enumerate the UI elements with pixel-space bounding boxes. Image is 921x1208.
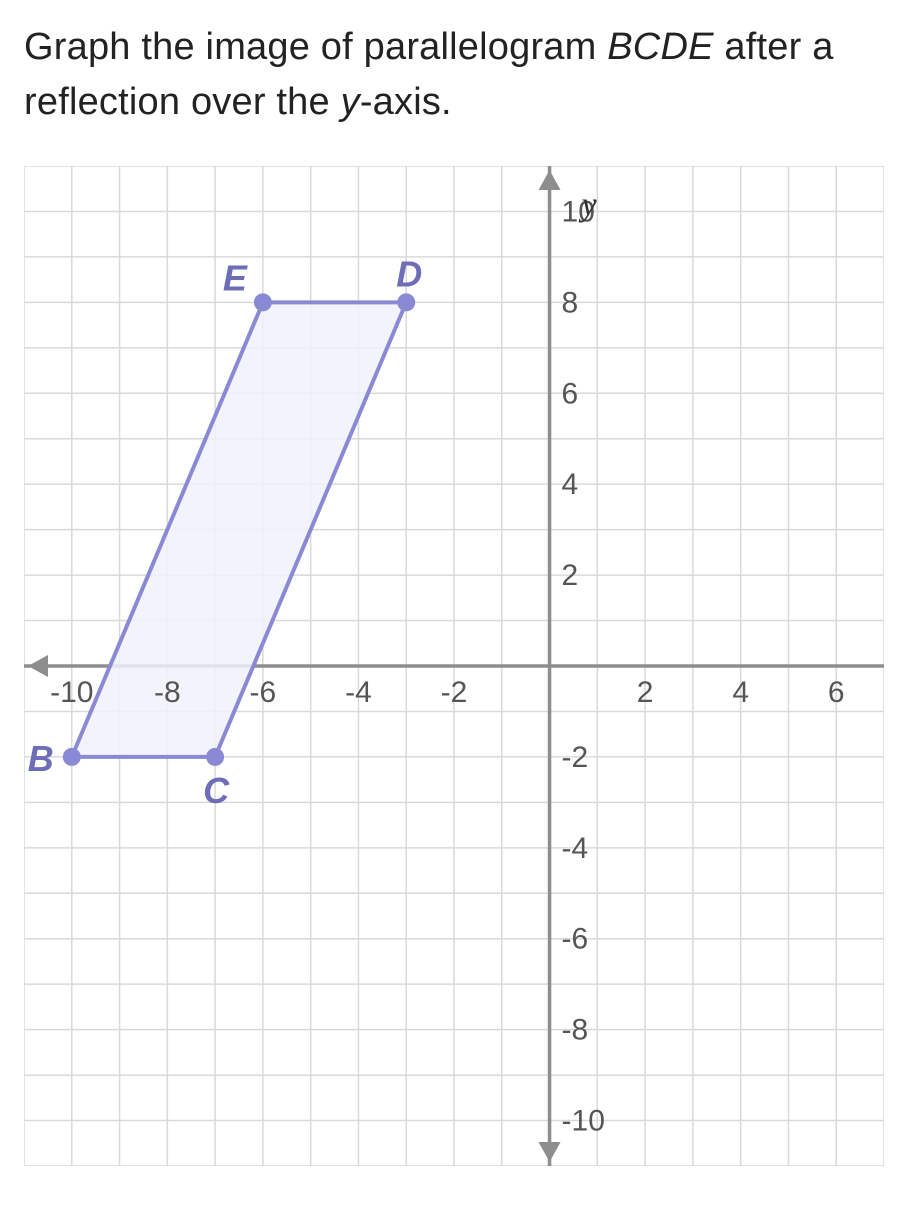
- prompt-part3: -axis.: [360, 81, 452, 123]
- vertex-label-c: C: [203, 770, 230, 811]
- question-prompt: Graph the image of parallelogram BCDE af…: [24, 20, 897, 130]
- axis-label-y: y: [579, 187, 598, 224]
- prompt-shape-name: BCDE: [607, 26, 713, 68]
- vertex-c[interactable]: [206, 748, 224, 766]
- ytick-label: 8: [562, 287, 579, 320]
- vertex-label-e: E: [223, 258, 248, 299]
- ytick-label: -10: [562, 1105, 605, 1138]
- xtick-label: -10: [50, 676, 93, 709]
- xtick-label: -6: [250, 676, 277, 709]
- graph-svg: BCDE-10-8-6-4-2246-10-8-6-4-2246810y: [24, 166, 884, 1166]
- ytick-label: -8: [562, 1014, 589, 1047]
- xtick-label: -2: [441, 676, 468, 709]
- xtick-label: 2: [637, 676, 654, 709]
- ytick-label: -6: [562, 923, 589, 956]
- vertex-label-d: D: [396, 254, 422, 295]
- prompt-axis-name: y: [341, 81, 360, 123]
- vertex-e[interactable]: [254, 294, 272, 312]
- prompt-part1: Graph the image of parallelogram: [24, 26, 607, 68]
- coordinate-graph[interactable]: BCDE-10-8-6-4-2246-10-8-6-4-2246810y: [24, 166, 884, 1166]
- vertex-d[interactable]: [397, 294, 415, 312]
- xtick-label: 6: [828, 676, 845, 709]
- ytick-label: 6: [562, 377, 579, 410]
- ytick-label: 2: [562, 559, 579, 592]
- vertex-label-b: B: [28, 738, 54, 779]
- ytick-label: -4: [562, 832, 589, 865]
- ytick-label: -2: [562, 741, 589, 774]
- vertex-b[interactable]: [63, 748, 81, 766]
- xtick-label: 4: [732, 676, 749, 709]
- xtick-label: -8: [154, 676, 181, 709]
- xtick-label: -4: [345, 676, 372, 709]
- ytick-label: 4: [562, 468, 579, 501]
